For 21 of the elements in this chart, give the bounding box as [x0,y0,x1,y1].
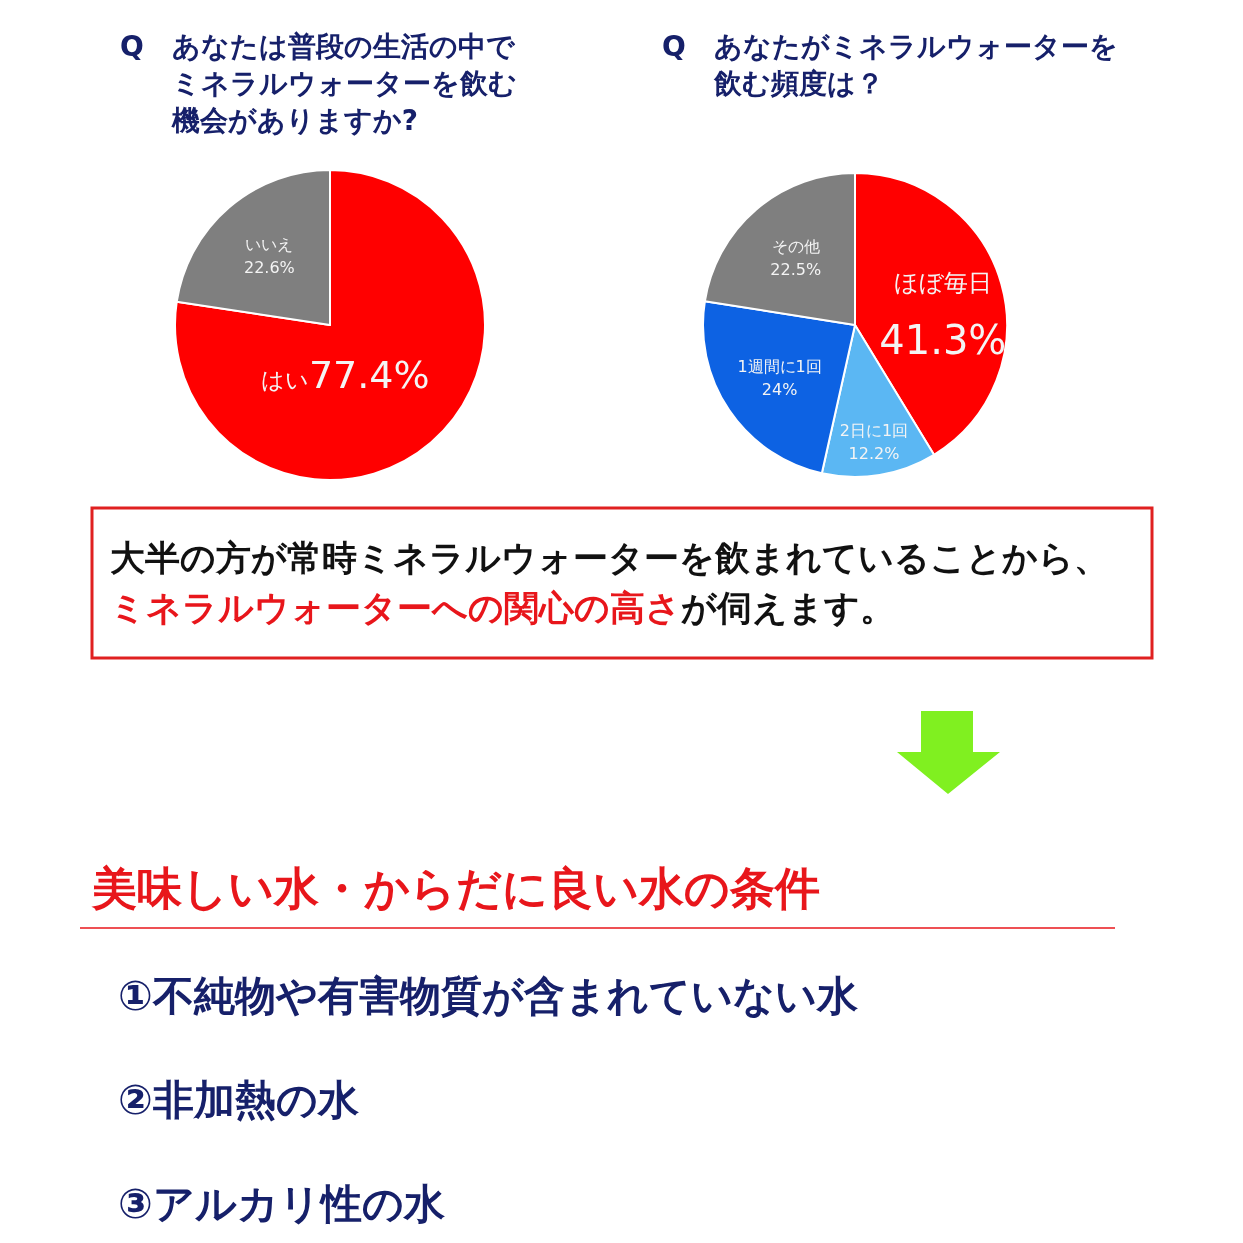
text: ②非加熱の水 [118,1076,359,1124]
slice-label: いいえ [245,235,294,255]
data-label: 24% [761,380,798,400]
data-label: 77.4% [308,353,430,398]
chart-title: Q あなたがミネラルウォーターを飲む頻度は？ [662,30,1118,100]
text: ③アルカリ性の水 [118,1180,445,1228]
slice-label: ほぼ毎日 [893,269,992,298]
text: が伺えます。 [681,588,895,629]
slice-label: 1週間に1回 [737,357,822,377]
data-label: 22.5% [770,259,822,279]
data-label: 22.6% [243,258,295,278]
text: 大半の方が常時ミネラルウォーターを飲まれていることから、 [110,538,1109,579]
text: 美味しい水・からだに良い水の条件 [91,862,820,915]
data-label: 12.2% [848,444,900,464]
chart-title: Q あなたは普段の生活の中でミネラルウォーターを飲む機会がありますか? [120,30,517,137]
data-label: 41.3% [879,317,1007,364]
text: ミネラルウォーターへの関心の高さ [110,588,681,629]
text: ①不純物や有害物質が含まれていない水 [118,972,858,1020]
slice-label: はい [260,367,309,394]
slice-label: 2日に1回 [839,421,909,441]
slice-label: その他 [771,236,820,256]
